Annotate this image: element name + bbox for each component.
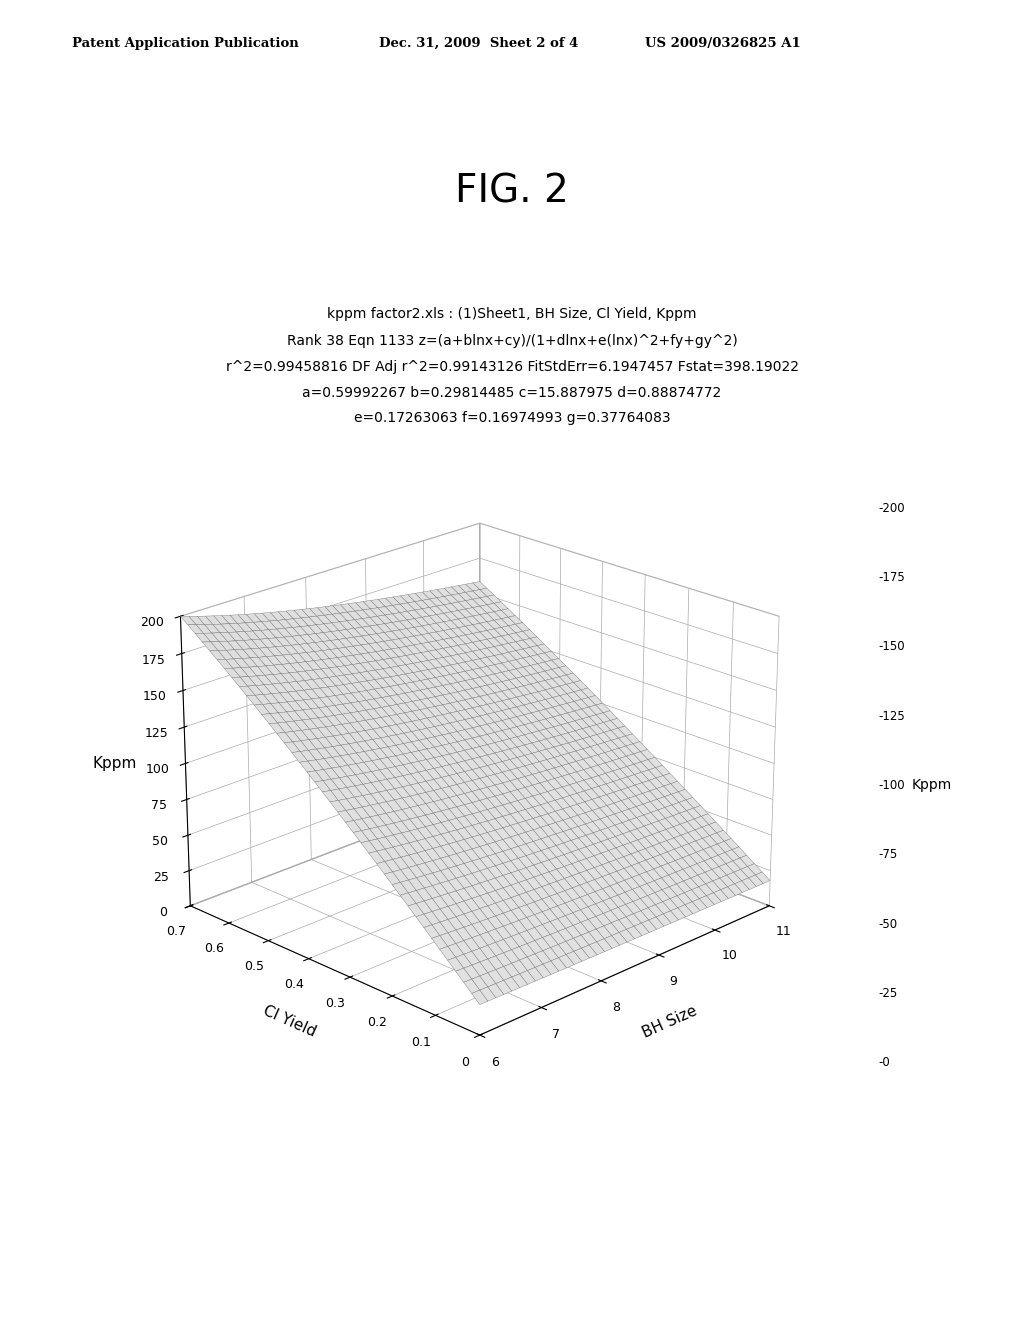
Text: kppm factor2.xls : (1)Sheet1, BH Size, Cl Yield, Kppm: kppm factor2.xls : (1)Sheet1, BH Size, C… (328, 308, 696, 321)
Text: -0: -0 (879, 1056, 890, 1069)
Text: Rank 38 Eqn 1133 z=(a+blnx+cy)/(1+dlnx+e(lnx)^2+fy+gy^2): Rank 38 Eqn 1133 z=(a+blnx+cy)/(1+dlnx+e… (287, 334, 737, 347)
Text: -25: -25 (879, 987, 898, 999)
Text: Dec. 31, 2009  Sheet 2 of 4: Dec. 31, 2009 Sheet 2 of 4 (379, 37, 579, 50)
Text: -150: -150 (879, 640, 905, 653)
Text: US 2009/0326825 A1: US 2009/0326825 A1 (645, 37, 801, 50)
Text: e=0.17263063 f=0.16974993 g=0.37764083: e=0.17263063 f=0.16974993 g=0.37764083 (353, 412, 671, 425)
Text: FIG. 2: FIG. 2 (455, 173, 569, 210)
Text: a=0.59992267 b=0.29814485 c=15.887975 d=0.88874772: a=0.59992267 b=0.29814485 c=15.887975 d=… (302, 387, 722, 400)
Text: -50: -50 (879, 917, 898, 931)
X-axis label: BH Size: BH Size (640, 1003, 699, 1040)
Text: r^2=0.99458816 DF Adj r^2=0.99143126 FitStdErr=6.1947457 Fstat=398.19022: r^2=0.99458816 DF Adj r^2=0.99143126 Fit… (225, 360, 799, 374)
Text: -75: -75 (879, 849, 898, 861)
Text: Patent Application Publication: Patent Application Publication (72, 37, 298, 50)
Text: -175: -175 (879, 572, 905, 583)
Text: Kppm: Kppm (911, 779, 951, 792)
Text: -100: -100 (879, 779, 905, 792)
Text: -125: -125 (879, 710, 905, 722)
Text: -200: -200 (879, 502, 905, 515)
Y-axis label: Cl Yield: Cl Yield (261, 1003, 318, 1040)
